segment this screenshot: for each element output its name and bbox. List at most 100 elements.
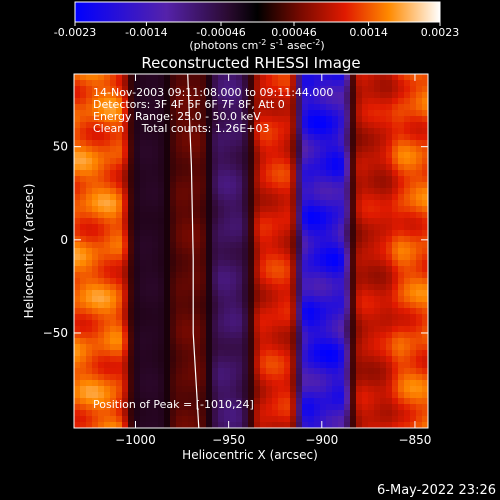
heatmap-cell [248,332,254,338]
heatmap-cell [158,212,164,218]
heatmap-cell [392,200,398,206]
heatmap-cell [236,314,242,320]
heatmap-cell [158,236,164,242]
heatmap-cell [344,122,350,128]
heatmap-cell [284,230,290,236]
heatmap-cell [194,320,200,326]
heatmap-cell [86,374,92,380]
heatmap-cell [386,140,392,146]
heatmap-cell [140,206,146,212]
heatmap-cell [368,338,374,344]
heatmap-cell [86,410,92,416]
heatmap-cell [356,92,362,98]
heatmap-cell [164,158,170,164]
heatmap-cell [80,224,86,230]
heatmap-cell [248,320,254,326]
heatmap-cell [134,422,140,428]
heatmap-cell [308,128,314,134]
heatmap-cell [254,122,260,128]
heatmap-cell [284,326,290,332]
heatmap-cell [146,344,152,350]
heatmap-cell [332,86,338,92]
heatmap-cell [182,254,188,260]
heatmap-cell [392,236,398,242]
heatmap-cell [236,254,242,260]
heatmap-cell [212,362,218,368]
heatmap-cell [170,182,176,188]
heatmap-cell [212,332,218,338]
heatmap-cell [80,128,86,134]
heatmap-cell [308,422,314,428]
heatmap-cell [218,374,224,380]
heatmap-cell [266,158,272,164]
heatmap-cell [146,212,152,218]
heatmap-cell [164,350,170,356]
heatmap-cell [110,194,116,200]
heatmap-cell [128,140,134,146]
heatmap-cell [254,338,260,344]
heatmap-cell [230,308,236,314]
heatmap-cell [374,116,380,122]
heatmap-cell [422,176,428,182]
heatmap-cell [230,212,236,218]
heatmap-cell [344,284,350,290]
heatmap-cell [98,302,104,308]
heatmap-cell [128,242,134,248]
heatmap-cell [194,86,200,92]
heatmap-cell [248,374,254,380]
heatmap-cell [74,368,80,374]
heatmap-cell [296,422,302,428]
heatmap-cell [74,122,80,128]
heatmap-cell [188,272,194,278]
heatmap-cell [314,314,320,320]
heatmap-cell [320,212,326,218]
heatmap-cell [392,128,398,134]
heatmap-cell [200,110,206,116]
heatmap-cell [152,404,158,410]
heatmap-cell [152,194,158,200]
heatmap-cell [410,92,416,98]
heatmap-cell [74,80,80,86]
heatmap-cell [122,314,128,320]
heatmap-cell [416,344,422,350]
heatmap-cell [134,188,140,194]
heatmap-cell [422,284,428,290]
heatmap-cell [134,92,140,98]
heatmap-cell [146,404,152,410]
heatmap-cell [86,368,92,374]
heatmap-cell [284,398,290,404]
heatmap-cell [224,164,230,170]
heatmap-cell [242,326,248,332]
heatmap-cell [158,362,164,368]
heatmap-cell [248,128,254,134]
heatmap-cell [158,218,164,224]
heatmap-cell [374,98,380,104]
heatmap-cell [170,218,176,224]
heatmap-cell [422,260,428,266]
heatmap-cell [386,200,392,206]
heatmap-cell [356,80,362,86]
heatmap-cell [326,116,332,122]
heatmap-cell [182,356,188,362]
x-tick-label: −900 [305,433,338,447]
heatmap-cell [128,260,134,266]
heatmap-cell [110,296,116,302]
heatmap-cell [398,422,404,428]
heatmap-cell [86,284,92,290]
heatmap-cell [92,152,98,158]
heatmap-cell [266,326,272,332]
heatmap-cell [74,272,80,278]
heatmap-cell [134,206,140,212]
heatmap-cell [254,296,260,302]
heatmap-cell [242,332,248,338]
heatmap-cell [320,176,326,182]
heatmap-cell [416,206,422,212]
heatmap-cell [380,176,386,182]
heatmap-cell [380,380,386,386]
heatmap-cell [314,278,320,284]
heatmap-cell [404,380,410,386]
heatmap-cell [338,278,344,284]
heatmap-cell [116,116,122,122]
heatmap-cell [80,344,86,350]
heatmap-cell [164,110,170,116]
